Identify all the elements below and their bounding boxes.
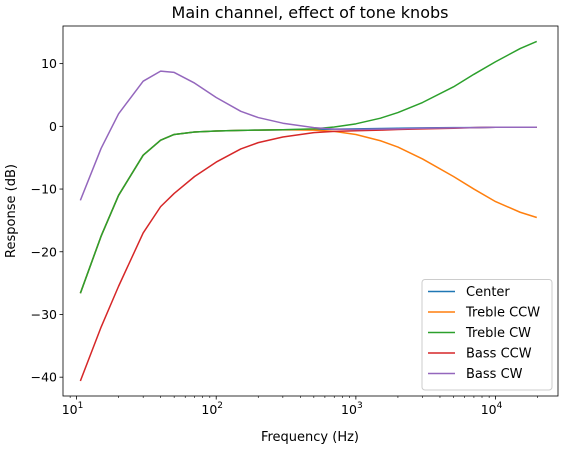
legend: Center Treble CCW Treble CW Bass CCW Bass CW <box>421 279 553 391</box>
legend-entry-2: Treble CW <box>465 326 531 341</box>
legend-entry-0: Center <box>466 285 510 300</box>
y-tick-label: −30 <box>31 307 57 322</box>
y-tick-label: −40 <box>31 370 57 385</box>
y-axis-label: Response (dB) <box>4 164 19 258</box>
chart-title: Main channel, effect of tone knobs <box>172 3 449 22</box>
x-tick-label: 103 <box>341 401 363 417</box>
x-tick-label: 101 <box>62 401 84 417</box>
y-tick-label: 0 <box>49 119 57 134</box>
x-axis-label: Frequency (Hz) <box>261 430 359 445</box>
axis-ticks: 101 102 103 104 −40 −30 −20 −10 0 10 <box>31 56 538 417</box>
series-line-4 <box>79 70 537 201</box>
series-line-0 <box>79 126 537 294</box>
legend-entry-4: Bass CW <box>466 367 523 382</box>
y-tick-label: −10 <box>31 182 57 197</box>
legend-box <box>421 279 553 391</box>
y-tick-label: 10 <box>41 56 57 71</box>
y-tick-label: −20 <box>31 244 57 259</box>
x-tick-label: 102 <box>201 401 223 417</box>
x-tick-label: 104 <box>481 401 503 417</box>
series-line-1 <box>79 129 537 294</box>
legend-entry-1: Treble CCW <box>465 306 540 321</box>
plot-area-frame <box>62 25 559 397</box>
series-line-2 <box>79 40 538 294</box>
legend-entry-3: Bass CCW <box>466 347 532 362</box>
plot-lines <box>79 40 538 382</box>
